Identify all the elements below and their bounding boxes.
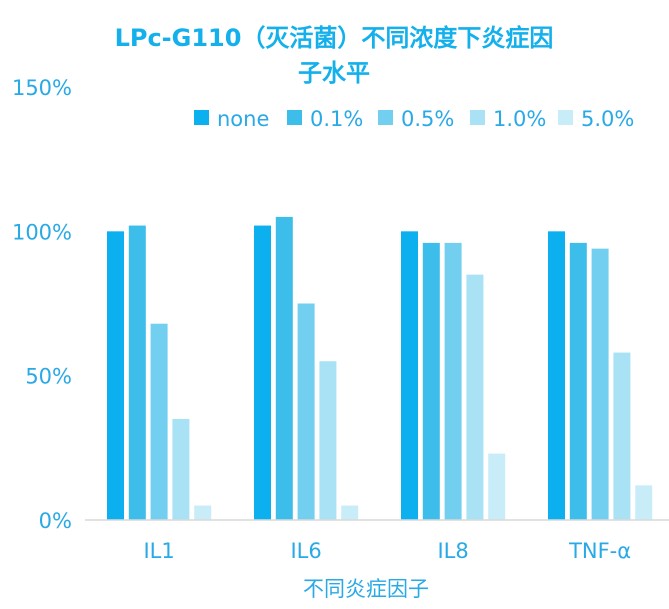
y-tick-label: 0% (39, 509, 72, 533)
bar (569, 242, 587, 520)
bar (275, 216, 293, 520)
bar (150, 323, 168, 520)
bar (107, 231, 124, 521)
bar (548, 231, 565, 521)
chart-title-line1: LPc-G110（灭活菌）不同浓度下炎症因 (115, 24, 554, 52)
x-axis-ticks: IL1 IL6 IL8 TNF-α (143, 539, 631, 563)
bar (444, 242, 462, 520)
bar (172, 418, 190, 520)
bar (401, 231, 418, 521)
bar (591, 248, 609, 521)
x-tick-label: IL6 (290, 539, 321, 563)
bar (613, 352, 631, 520)
bar (128, 225, 146, 520)
y-axis-ticks: 0% 50% 100% 150% (12, 76, 72, 533)
legend-label: 1.0% (493, 107, 546, 131)
x-tick-label: IL8 (437, 539, 468, 563)
legend-label: none (217, 107, 269, 131)
legend-swatch (194, 110, 209, 125)
legend-label: 5.0% (581, 107, 634, 131)
x-tick-label: TNF-α (568, 539, 631, 563)
legend-swatch (558, 110, 573, 125)
x-axis-label: 不同炎症因子 (303, 577, 429, 601)
legend: none 0.1% 0.5% 1.0% 5.0% (194, 107, 634, 131)
y-tick-label: 150% (12, 76, 72, 100)
bar (422, 242, 440, 520)
legend-swatch (470, 110, 485, 125)
bar (466, 274, 484, 520)
bar (341, 505, 359, 520)
bar (194, 505, 212, 520)
y-tick-label: 50% (25, 365, 72, 389)
bar (254, 225, 271, 520)
legend-label: 0.1% (310, 107, 363, 131)
bar (297, 303, 315, 520)
x-tick-label: IL1 (143, 539, 174, 563)
legend-label: 0.5% (401, 107, 454, 131)
y-tick-label: 100% (12, 220, 72, 244)
bars (107, 216, 653, 521)
bar (488, 453, 506, 520)
chart-title-line2: 子水平 (298, 59, 370, 87)
legend-swatch (287, 110, 302, 125)
bar (319, 361, 337, 520)
legend-swatch (378, 110, 393, 125)
bar (635, 485, 653, 520)
